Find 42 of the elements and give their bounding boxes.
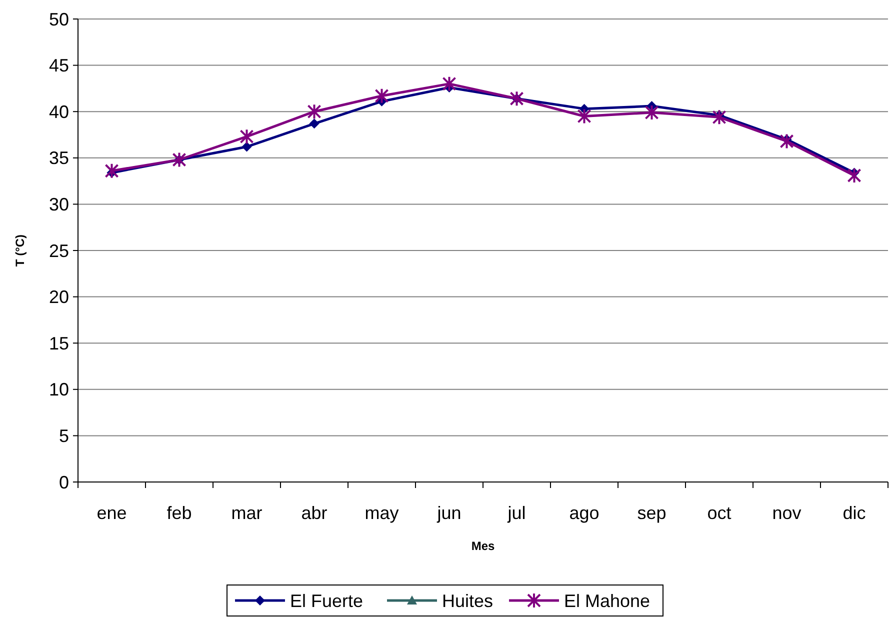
x-tick-label: mar xyxy=(231,503,262,523)
point xyxy=(309,118,320,129)
point xyxy=(242,142,252,152)
x-tick-label: dic xyxy=(842,503,866,523)
point xyxy=(712,109,726,126)
y-tick-label: 40 xyxy=(48,102,69,122)
y-tick-label: 35 xyxy=(48,148,69,168)
y-tick-label: 20 xyxy=(48,287,69,308)
x-tick-label: oct xyxy=(707,503,732,523)
point xyxy=(780,133,794,150)
x-tick-label: jun xyxy=(436,503,462,523)
x-tick-label: ago xyxy=(569,503,600,523)
y-tick-label: 45 xyxy=(48,56,69,76)
point xyxy=(644,104,659,121)
x-tick-label: nov xyxy=(772,503,802,523)
y-axis-title: T (°C) xyxy=(13,234,27,267)
point xyxy=(374,88,389,104)
point xyxy=(104,162,119,179)
y-tick-label: 15 xyxy=(48,333,69,354)
legend-label: Huites xyxy=(442,590,494,611)
point xyxy=(172,152,186,168)
y-tick-label: 0 xyxy=(58,472,69,492)
y-tick-label: 10 xyxy=(48,380,69,400)
legend-label: El Mahone xyxy=(564,590,650,611)
x-tick-label: feb xyxy=(166,503,192,523)
x-tick-label: abr xyxy=(301,503,328,523)
x-tick-label: may xyxy=(364,503,399,523)
point xyxy=(307,104,322,120)
x-tick-label: jul xyxy=(506,503,526,523)
y-tick-label: 5 xyxy=(58,426,69,446)
x-tick-label: ene xyxy=(96,503,127,523)
y-tick-label: 50 xyxy=(48,9,69,30)
point xyxy=(510,90,524,107)
x-axis-title: Mes xyxy=(471,539,495,553)
point xyxy=(847,167,862,184)
point xyxy=(577,108,592,124)
point xyxy=(442,76,456,92)
legend-label: El Fuerte xyxy=(290,590,364,611)
y-tick-label: 30 xyxy=(48,194,69,214)
point xyxy=(240,128,254,145)
y-tick-label: 25 xyxy=(48,240,69,261)
x-tick-label: sep xyxy=(637,503,666,523)
